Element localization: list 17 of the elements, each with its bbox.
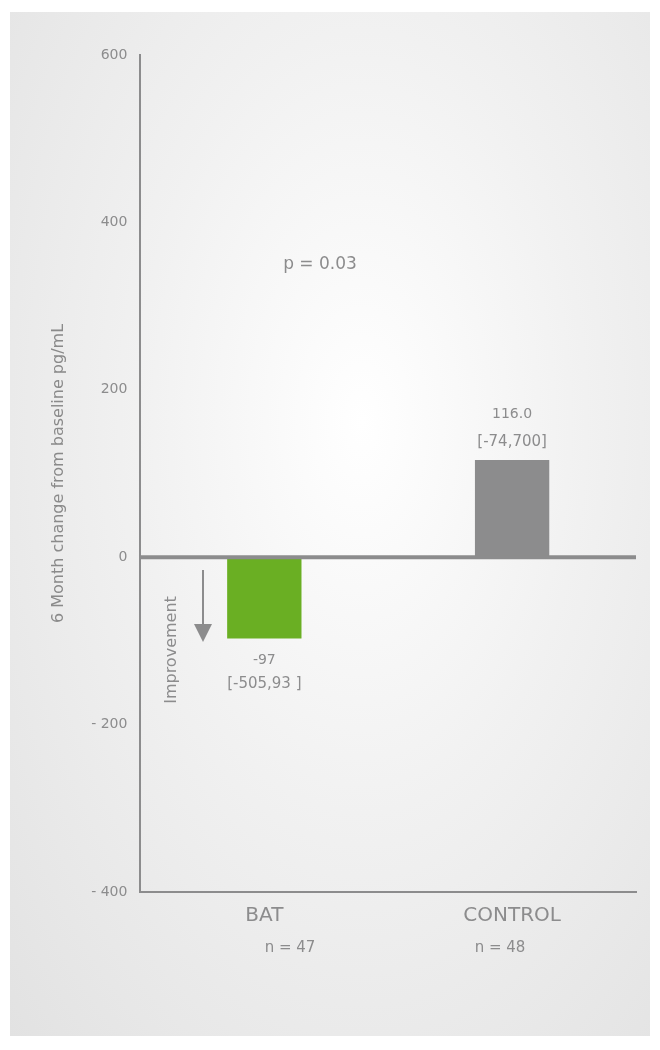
x-tick-label: CONTROL	[463, 902, 562, 927]
y-tick-label: - 200	[91, 715, 128, 732]
text: n = 47	[264, 937, 316, 956]
text: n = 48	[474, 937, 526, 956]
data-label: 116.0	[492, 404, 533, 421]
y-tick-label: 400	[100, 213, 128, 230]
y-tick-label: 0	[118, 547, 128, 564]
y-tick-label: - 400	[91, 882, 128, 899]
y-tick-label: 600	[100, 45, 128, 62]
y-axis-title: 6 Month change from baseline pg/mL	[47, 323, 67, 624]
y-tick-label: 200	[100, 380, 128, 397]
annotation: [-505,93 ]	[227, 674, 302, 693]
annotation: p = 0.03	[283, 253, 357, 274]
x-tick-label: BAT	[245, 902, 285, 927]
data-label: -97	[252, 651, 276, 668]
annotation: [-74,700]	[477, 432, 547, 450]
annotation: Improvement	[161, 596, 181, 704]
